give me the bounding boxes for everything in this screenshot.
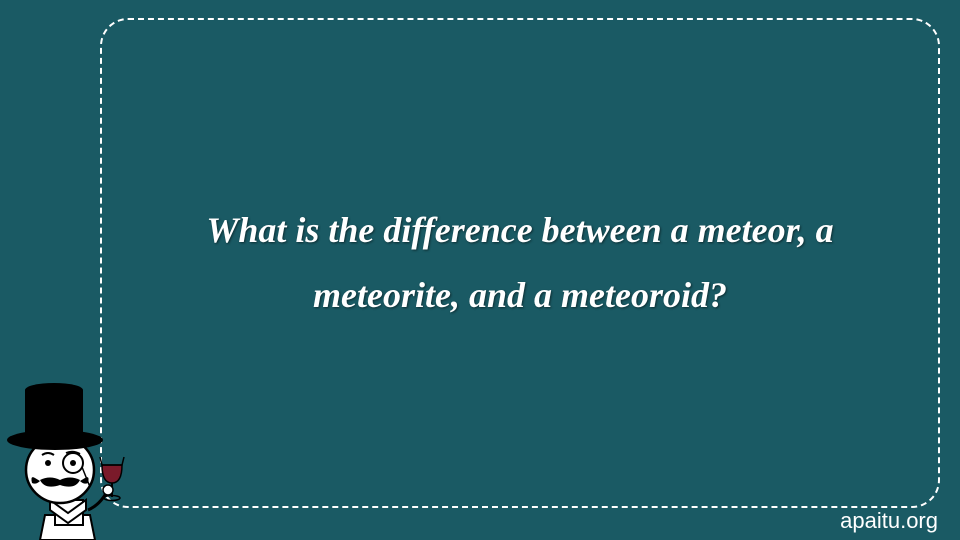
question-card: What is the difference between a meteor,… bbox=[100, 18, 940, 508]
gentleman-character-icon bbox=[0, 335, 135, 540]
attribution-text: apaitu.org bbox=[840, 508, 938, 534]
question-text: What is the difference between a meteor,… bbox=[152, 198, 888, 328]
